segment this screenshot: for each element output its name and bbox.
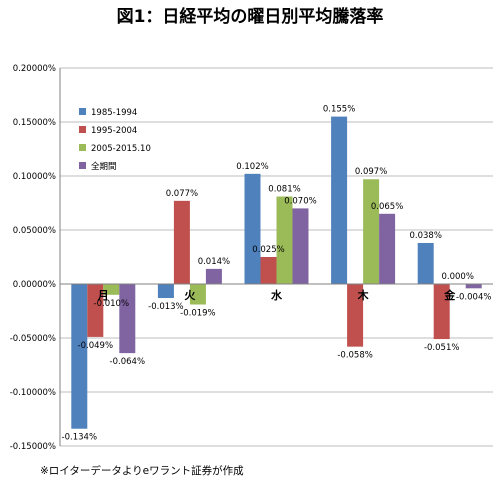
bar	[173, 200, 190, 284]
data-label: 0.065%	[371, 202, 403, 212]
data-label: 0.102%	[236, 162, 268, 172]
legend: 1985-1994 1995-2004 2005-2015.10 全期間	[79, 108, 151, 172]
bar	[119, 284, 136, 354]
category-label: 金	[443, 288, 456, 302]
y-tick-label: 0.00000%	[13, 280, 56, 290]
bar	[347, 284, 364, 347]
category-labels: 月火水木金	[97, 288, 456, 302]
y-axis-tick-labels: 0.20000% 0.15000% 0.10000% 0.05000% 0.00000%…	[10, 64, 56, 452]
bar	[379, 213, 396, 284]
data-label: -0.051%	[424, 343, 459, 353]
data-label: -0.019%	[180, 309, 215, 319]
y-tick-label: 0.20000%	[13, 64, 56, 74]
category-label: 月	[97, 289, 109, 302]
bar	[87, 284, 104, 337]
bar	[205, 268, 222, 284]
data-label: 0.070%	[284, 196, 316, 206]
y-tick-label: -0.10000%	[10, 388, 56, 398]
category-label: 火	[184, 289, 196, 302]
data-label: 0.038%	[409, 231, 441, 241]
axes	[59, 68, 493, 446]
data-label: -0.049%	[78, 341, 113, 351]
y-tick-label: 0.05000%	[13, 226, 56, 236]
footnote: ※ロイターデータよりeワラント証券が作成	[40, 464, 244, 477]
legend-swatch	[79, 126, 86, 133]
y-tick-label: 0.15000%	[13, 118, 56, 128]
data-label: -0.010%	[94, 299, 129, 309]
legend-label: 1995-2004	[91, 126, 137, 136]
data-label: 0.097%	[355, 167, 387, 177]
bar	[331, 116, 348, 284]
y-tick-label: 0.10000%	[13, 172, 56, 182]
data-label: 0.081%	[268, 185, 300, 195]
bar	[417, 242, 434, 284]
legend-swatch	[79, 144, 86, 151]
data-label: -0.134%	[62, 433, 97, 443]
legend-swatch	[79, 162, 86, 169]
legend-label: 全期間	[91, 161, 117, 172]
bar	[276, 196, 293, 284]
chart-title: 図1：日経平均の曜日別平均騰落率	[117, 6, 384, 27]
y-tick-label: -0.15000%	[10, 442, 56, 452]
data-labels: -0.134% -0.049% -0.010% -0.064% -0.013% 0.077…	[62, 105, 492, 443]
data-label: 0.155%	[323, 105, 355, 115]
bar	[292, 208, 309, 284]
bar	[433, 284, 450, 340]
bar	[465, 284, 482, 289]
data-label: 0.077%	[166, 189, 198, 199]
category-label: 水	[271, 288, 283, 302]
data-label: -0.013%	[148, 302, 183, 312]
data-label: 0.025%	[252, 245, 284, 255]
bar	[260, 257, 277, 284]
bar	[363, 179, 380, 284]
y-tick-label: -0.05000%	[10, 334, 56, 344]
legend-swatch	[79, 108, 86, 115]
data-label: -0.004%	[456, 292, 491, 302]
bar	[103, 284, 120, 295]
bar	[189, 284, 206, 305]
legend-label: 2005-2015.10	[91, 144, 151, 154]
data-label: -0.064%	[110, 357, 145, 367]
legend-label: 1985-1994	[91, 108, 137, 118]
bar	[71, 284, 88, 429]
bars	[71, 116, 482, 429]
data-label: -0.058%	[337, 351, 372, 361]
bar	[157, 284, 174, 299]
data-label: 0.014%	[198, 257, 230, 267]
bar	[244, 173, 261, 284]
data-label: 0.000%	[441, 272, 473, 282]
category-label: 木	[357, 288, 370, 302]
